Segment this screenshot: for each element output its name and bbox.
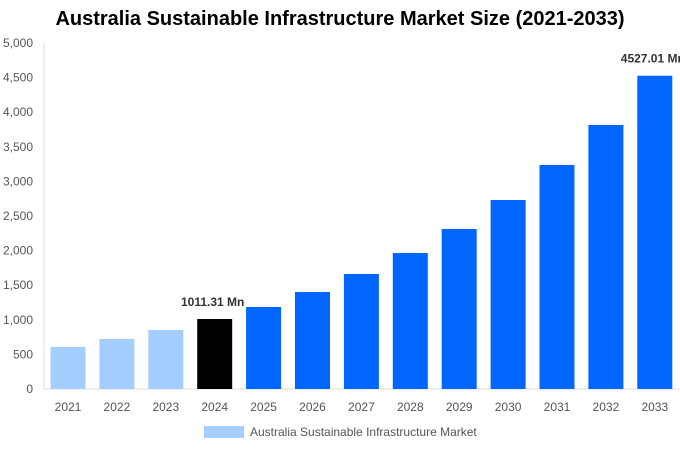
y-tick-label: 5,000 — [3, 36, 33, 50]
x-tick-label: 2027 — [348, 400, 375, 414]
bar-2033 — [637, 75, 673, 390]
y-tick-label: 4,000 — [3, 105, 33, 119]
bar-2027 — [343, 273, 379, 389]
y-tick-label: 4,500 — [3, 71, 33, 85]
bar-2026 — [295, 291, 330, 389]
x-tick-label: 2033 — [641, 400, 668, 414]
bar-2023 — [148, 329, 184, 389]
x-tick-label: 2029 — [446, 400, 473, 414]
bar-2025 — [246, 306, 282, 389]
x-tick-label: 2028 — [397, 400, 424, 414]
x-tick-label: 2024 — [201, 400, 228, 414]
x-tick-label: 2023 — [152, 400, 179, 414]
data-label: 4527.01 Mn — [621, 52, 680, 66]
y-tick-label: 500 — [13, 347, 33, 361]
bar-2022 — [99, 338, 135, 389]
bar-2031 — [539, 164, 575, 389]
y-tick-label: 0 — [26, 382, 33, 396]
x-tick-label: 2032 — [593, 400, 620, 414]
y-tick-label: 3,000 — [3, 174, 33, 188]
y-tick-label: 2,500 — [3, 209, 33, 223]
x-tick-label: 2030 — [495, 400, 522, 414]
x-tick-label: 2021 — [55, 400, 82, 414]
data-label: 1011.31 Mn — [181, 295, 244, 309]
y-tick-label: 1,500 — [3, 278, 33, 292]
x-tick-label: 2026 — [299, 400, 326, 414]
bar-2024 — [197, 319, 233, 389]
bar-2029 — [441, 229, 477, 389]
y-tick-label: 3,500 — [3, 140, 33, 154]
y-tick-label: 2,000 — [3, 244, 33, 258]
x-tick-label: 2025 — [250, 400, 277, 414]
chart-title: Australia Sustainable Infrastructure Mar… — [55, 8, 625, 30]
x-tick-label: 2022 — [104, 400, 131, 414]
x-tick-label: 2031 — [544, 400, 571, 414]
legend-swatch — [204, 426, 244, 438]
bar-2030 — [490, 200, 526, 389]
bar-2028 — [392, 253, 428, 389]
legend-label: Australia Sustainable Infrastructure Mar… — [250, 425, 477, 439]
bar-2021 — [50, 346, 86, 389]
bar-2032 — [588, 125, 624, 389]
legend: Australia Sustainable Infrastructure Mar… — [204, 425, 477, 439]
y-tick-label: 1,000 — [3, 313, 33, 327]
